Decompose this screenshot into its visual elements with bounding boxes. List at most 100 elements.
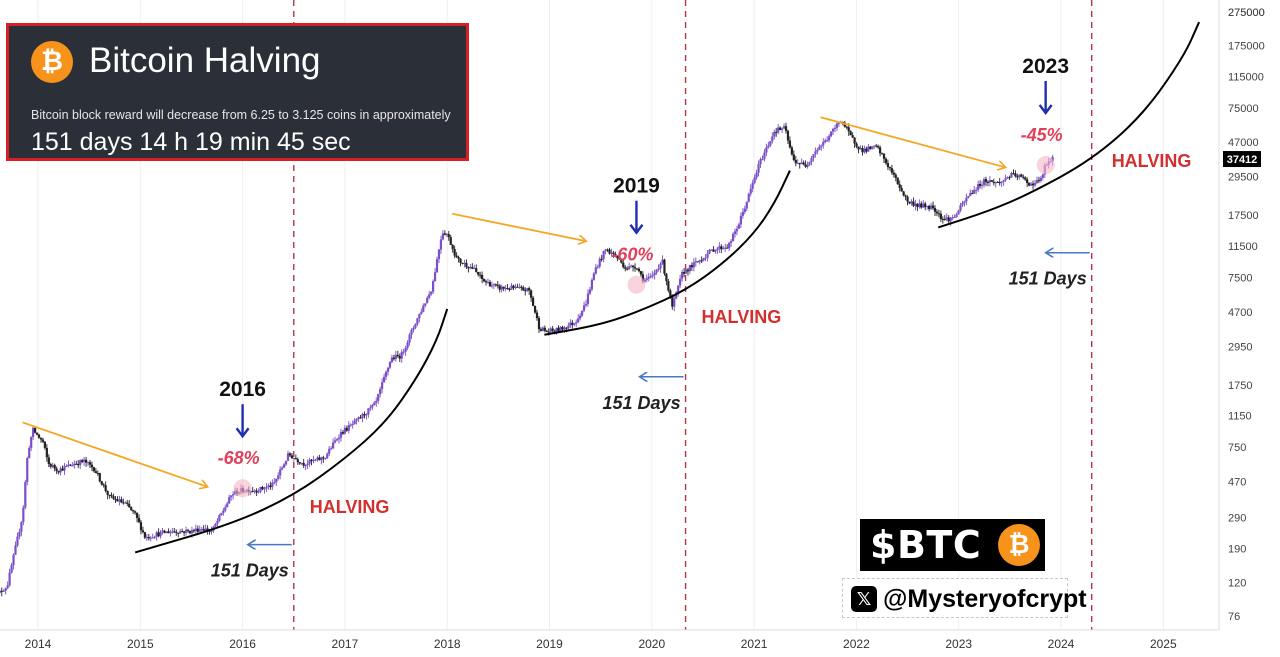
btc-ticker-text: $BTC bbox=[870, 523, 982, 567]
candle bbox=[1024, 176, 1027, 181]
candle bbox=[349, 423, 352, 427]
candle bbox=[267, 483, 270, 490]
candle bbox=[120, 496, 123, 504]
candle bbox=[224, 504, 227, 513]
pullback-marker bbox=[233, 479, 252, 498]
candle bbox=[498, 284, 501, 293]
candle bbox=[720, 244, 723, 254]
candle bbox=[106, 490, 109, 500]
current-price-label: 37412 bbox=[1227, 154, 1258, 166]
candle bbox=[153, 535, 156, 540]
candle bbox=[328, 446, 331, 457]
candle bbox=[1037, 176, 1041, 184]
candle bbox=[914, 199, 917, 211]
candle bbox=[1014, 170, 1017, 178]
support-curve bbox=[544, 170, 791, 336]
candle bbox=[749, 184, 752, 197]
candle bbox=[343, 425, 346, 435]
candle bbox=[945, 213, 948, 222]
candle bbox=[969, 189, 972, 197]
candle bbox=[1010, 171, 1013, 179]
candle bbox=[849, 130, 852, 136]
candle bbox=[132, 509, 135, 515]
candle bbox=[294, 454, 297, 460]
bitcoin-logo-icon: ₿ bbox=[998, 524, 1040, 566]
candle bbox=[14, 541, 17, 555]
candle bbox=[341, 430, 345, 435]
candle bbox=[332, 438, 335, 450]
candle bbox=[135, 512, 139, 523]
candle bbox=[600, 254, 603, 262]
candle bbox=[769, 140, 772, 148]
candle bbox=[104, 481, 107, 493]
candle bbox=[980, 181, 984, 190]
candle bbox=[759, 157, 762, 169]
candle bbox=[822, 138, 825, 149]
y-tick-label: 29500 bbox=[1228, 172, 1259, 184]
trend-arrow bbox=[452, 212, 585, 241]
candle bbox=[90, 461, 94, 472]
candle bbox=[35, 432, 39, 436]
y-tick-label: 47000 bbox=[1228, 137, 1259, 149]
candle bbox=[935, 209, 939, 217]
candle bbox=[631, 264, 635, 272]
candle bbox=[645, 274, 648, 283]
candle bbox=[232, 491, 235, 500]
candle bbox=[353, 418, 356, 425]
trend-arrow bbox=[820, 116, 1005, 167]
candle bbox=[253, 489, 256, 494]
support-curve bbox=[134, 308, 449, 554]
candle bbox=[1022, 174, 1025, 180]
candle bbox=[141, 526, 145, 534]
candle bbox=[404, 345, 407, 357]
candle bbox=[618, 254, 621, 260]
trend-arrow bbox=[22, 421, 207, 486]
candle bbox=[0, 587, 3, 597]
y-tick-label: 175000 bbox=[1228, 40, 1265, 52]
candle bbox=[79, 459, 82, 470]
days-label: 151 Days bbox=[211, 561, 289, 581]
candle bbox=[337, 434, 341, 444]
candle bbox=[210, 526, 213, 535]
candle bbox=[951, 214, 954, 221]
candle bbox=[988, 176, 991, 187]
candle bbox=[447, 230, 450, 241]
candle bbox=[400, 349, 403, 363]
candle bbox=[279, 466, 282, 480]
candle bbox=[435, 256, 439, 273]
candle bbox=[512, 284, 515, 291]
candle bbox=[726, 244, 729, 249]
candle bbox=[465, 259, 468, 269]
candle bbox=[637, 267, 641, 273]
candle bbox=[677, 285, 680, 297]
candle bbox=[604, 248, 607, 255]
candle bbox=[990, 179, 993, 182]
candle bbox=[296, 457, 299, 465]
candle bbox=[879, 145, 882, 157]
candle bbox=[571, 319, 574, 329]
year-down-arrow bbox=[235, 404, 250, 439]
candle bbox=[96, 470, 99, 476]
candle bbox=[369, 404, 372, 412]
candle bbox=[173, 527, 176, 533]
candle bbox=[228, 494, 231, 504]
year-down-arrow bbox=[629, 200, 644, 235]
candle bbox=[94, 467, 97, 474]
candle bbox=[220, 512, 223, 516]
candle bbox=[202, 525, 205, 532]
y-tick-label: 76 bbox=[1228, 611, 1240, 623]
candle bbox=[1029, 182, 1033, 187]
candle bbox=[551, 325, 554, 333]
candle bbox=[606, 248, 609, 252]
candle bbox=[537, 315, 541, 333]
candle bbox=[102, 483, 105, 488]
candle bbox=[692, 258, 695, 272]
candle bbox=[941, 216, 944, 224]
candle bbox=[510, 283, 513, 291]
candle bbox=[255, 488, 258, 497]
candle bbox=[426, 295, 429, 304]
candle bbox=[800, 158, 803, 165]
candle bbox=[592, 272, 595, 281]
candle bbox=[816, 147, 819, 155]
candle bbox=[535, 309, 539, 321]
